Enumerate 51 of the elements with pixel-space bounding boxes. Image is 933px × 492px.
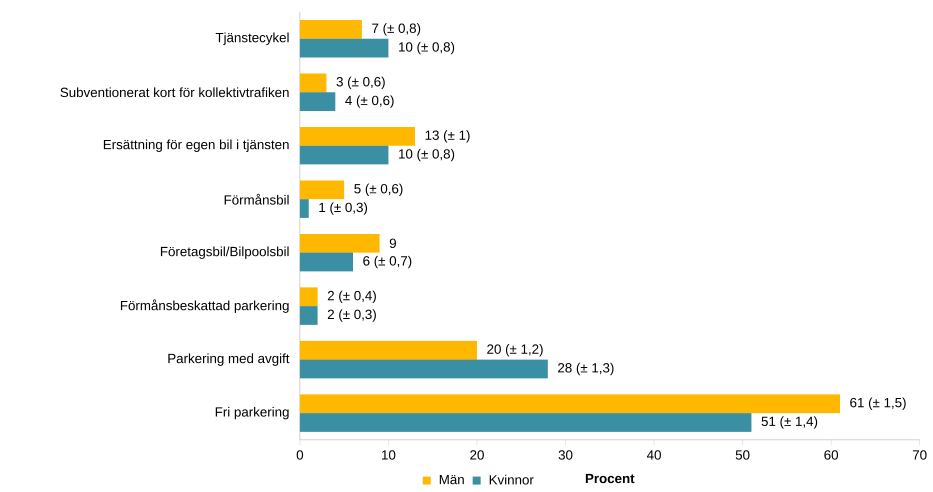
x-tick-label: 20 bbox=[470, 450, 484, 460]
data-label: 7 (± 0,8) bbox=[372, 23, 420, 36]
data-label: 2 (± 0,3) bbox=[328, 309, 376, 322]
data-label: 1 (± 0,3) bbox=[319, 202, 368, 215]
data-label: 10 (± 0,8) bbox=[399, 42, 454, 54]
bar bbox=[300, 341, 477, 360]
x-tick-label: 10 bbox=[382, 450, 396, 460]
y-tick-label: Fri parkering bbox=[216, 407, 289, 420]
data-label: 10 (± 0,8) bbox=[399, 148, 454, 162]
y-tick-label: Ersättning för egen bil i tjänsten bbox=[104, 140, 289, 152]
y-tick-label: Tjänstecykel bbox=[216, 32, 289, 46]
x-tick-label: 40 bbox=[646, 450, 661, 460]
bar bbox=[300, 252, 354, 272]
data-label: 6 (± 0,7) bbox=[363, 256, 412, 268]
bar bbox=[300, 413, 752, 432]
data-label: 2 (± 0,4) bbox=[328, 290, 376, 304]
data-label: 9 bbox=[390, 238, 396, 248]
legend-label: Män bbox=[440, 475, 464, 484]
x-tick-label: 70 bbox=[912, 450, 927, 460]
legend-label: Kvinnor bbox=[490, 474, 534, 485]
bar bbox=[300, 180, 344, 200]
data-label: 5 (± 0,6) bbox=[354, 184, 402, 196]
data-label: 4 (± 0,6) bbox=[345, 96, 394, 108]
y-tick-label: Förmånsbil bbox=[224, 194, 289, 205]
x-tick-label: 0 bbox=[296, 450, 304, 460]
bar bbox=[300, 360, 548, 378]
y-tick-label: Parkering med avgift bbox=[168, 354, 290, 366]
x-tick-label: 50 bbox=[736, 450, 750, 460]
bar bbox=[300, 127, 415, 146]
bar bbox=[300, 20, 362, 39]
bar bbox=[300, 146, 388, 165]
data-label: 28 (± 1,3) bbox=[558, 362, 614, 376]
bar bbox=[300, 394, 840, 414]
bar bbox=[300, 74, 326, 92]
x-axis-title: Procent bbox=[586, 474, 634, 484]
bar bbox=[300, 306, 318, 325]
bar bbox=[300, 38, 388, 58]
bar bbox=[300, 199, 309, 218]
bar bbox=[300, 234, 380, 253]
bar bbox=[300, 92, 336, 112]
bar bbox=[300, 288, 318, 306]
y-tick-label: Subventionerat kort för kollektivtrafiken bbox=[60, 87, 289, 98]
data-label: 3 (± 0,6) bbox=[336, 76, 385, 90]
x-tick-label: 60 bbox=[824, 450, 838, 460]
data-label: 51 (± 1,4) bbox=[762, 416, 818, 429]
data-label: 20 (± 1,2) bbox=[487, 344, 543, 357]
data-label: 13 (± 1) bbox=[426, 130, 470, 143]
x-tick-label: 30 bbox=[558, 450, 572, 460]
y-tick-label: Förmånsbeskattad parkering bbox=[120, 300, 289, 314]
y-tick-label: Företagsbil/Bilpoolsbil bbox=[160, 246, 289, 259]
data-label: 61 (± 1,5) bbox=[850, 398, 906, 410]
